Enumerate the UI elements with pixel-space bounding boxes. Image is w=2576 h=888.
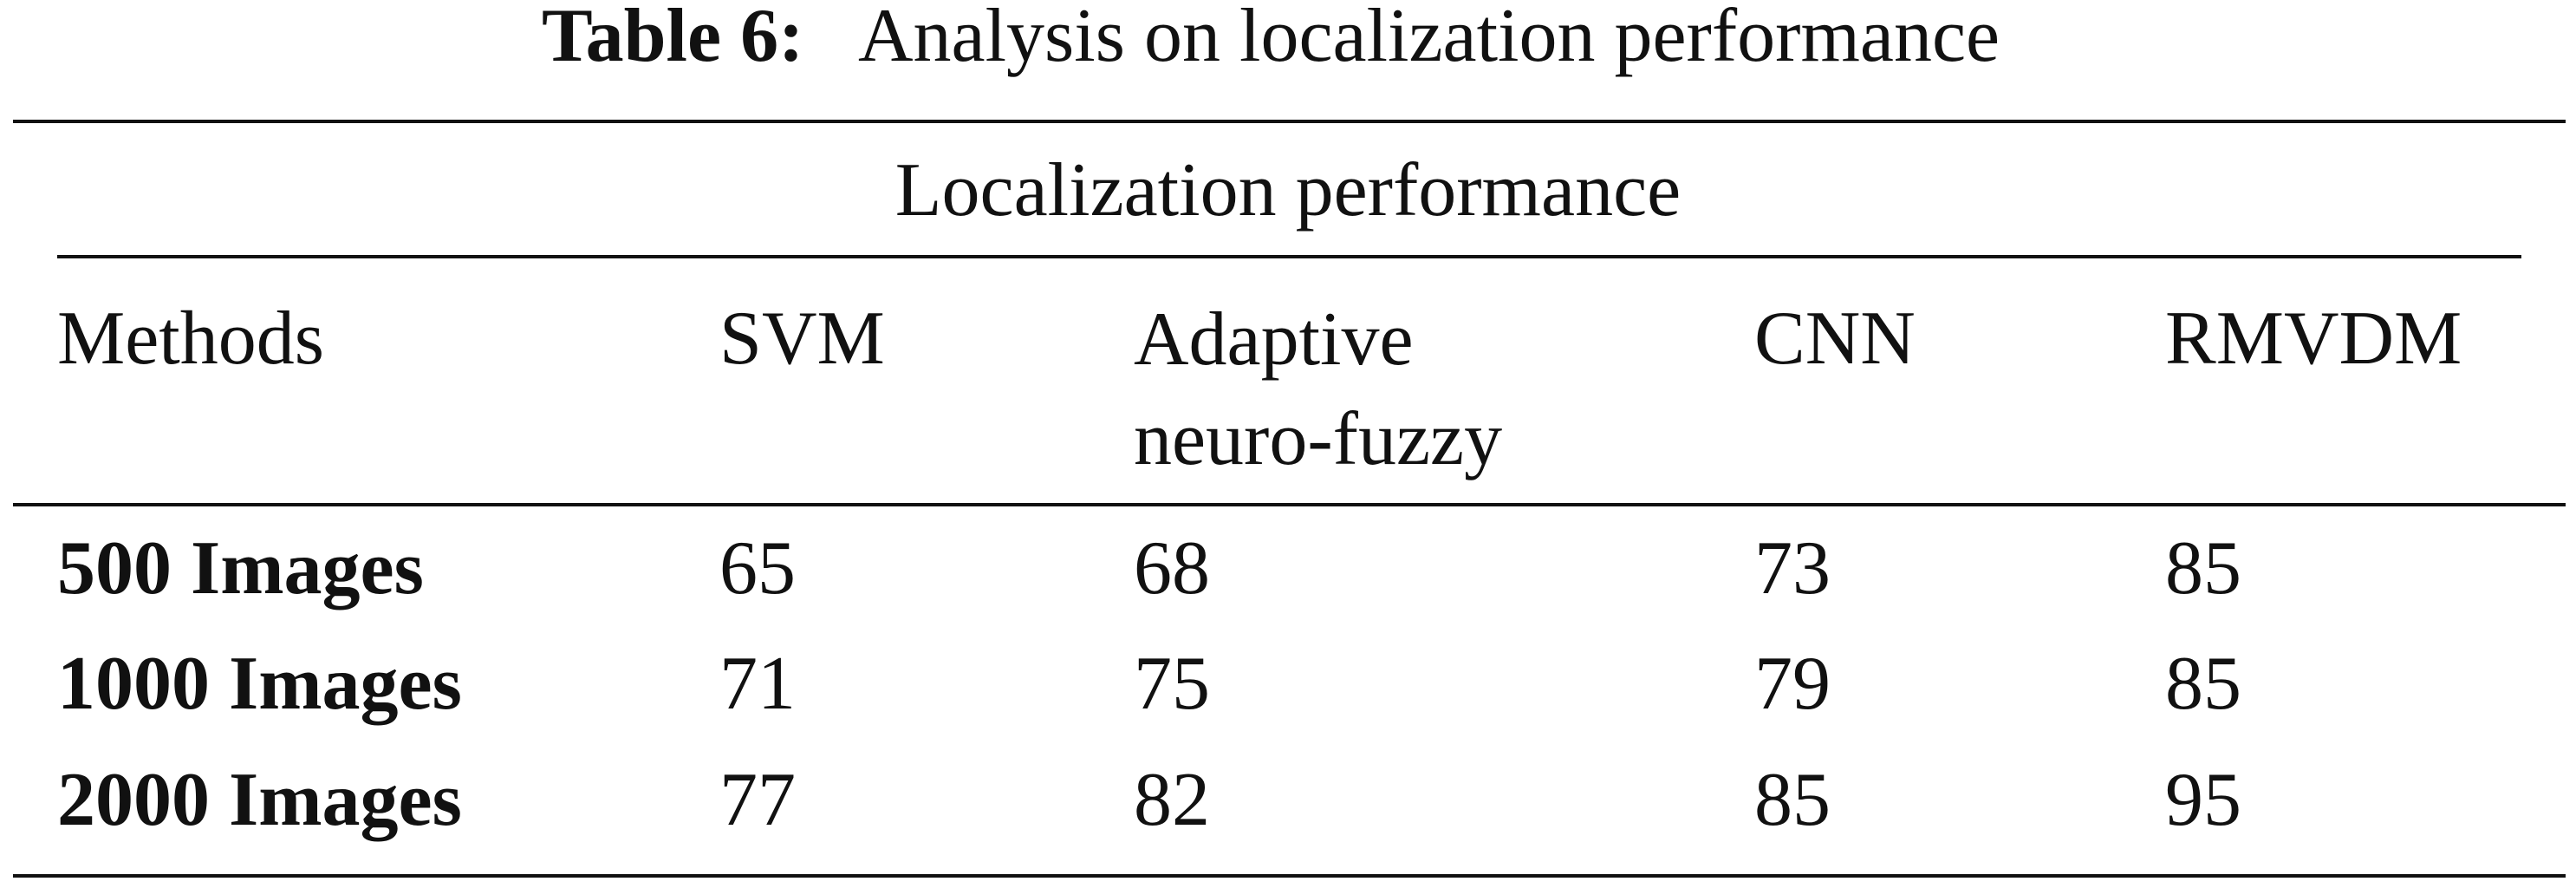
row-label: 1000 Images — [57, 642, 462, 726]
column-header: Methods — [57, 297, 324, 381]
table-cell: 65 — [719, 526, 796, 610]
row-label: 500 Images — [57, 526, 424, 610]
group-rule — [57, 255, 2521, 258]
table-cell: 73 — [1754, 526, 1831, 610]
caption-label: Table 6: — [542, 0, 804, 78]
table-cell: 85 — [1754, 758, 1831, 842]
column-header: Adaptive neuro-fuzzy — [1134, 297, 1503, 481]
column-header: SVM — [719, 297, 885, 381]
table-cell: 77 — [719, 758, 796, 842]
group-header: Localization performance — [894, 148, 1682, 232]
table-cell: 95 — [2165, 758, 2241, 842]
table-cell: 85 — [2165, 526, 2241, 610]
bottom-rule — [13, 874, 2566, 878]
table-cell: 85 — [2165, 642, 2241, 726]
header-rule — [13, 503, 2566, 506]
column-header: RMVDM — [2165, 297, 2462, 381]
table-cell: 71 — [719, 642, 796, 726]
top-rule — [13, 120, 2566, 123]
column-header: CNN — [1754, 297, 1916, 381]
table-cell: 79 — [1754, 642, 1831, 726]
table-cell: 82 — [1134, 758, 1210, 842]
caption-text: Analysis on localization performance — [858, 0, 2000, 78]
table-cell: 75 — [1134, 642, 1210, 726]
table-cell: 68 — [1134, 526, 1210, 610]
row-label: 2000 Images — [57, 758, 462, 842]
